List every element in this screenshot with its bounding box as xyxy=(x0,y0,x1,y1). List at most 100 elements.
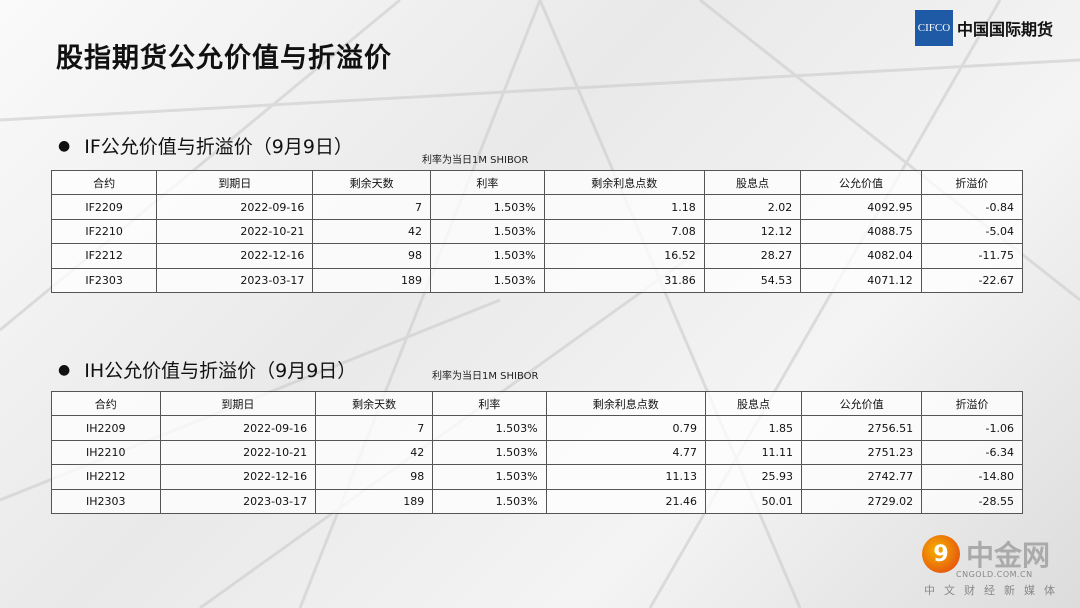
table-cell: 0.79 xyxy=(545,415,707,441)
table-cell: IH2210 xyxy=(51,439,161,466)
column-header: 股息点 xyxy=(703,169,802,196)
table-row: IH2303 2023-03-17 189 1.503% 21.46 50.01 2729.… xyxy=(51,488,1023,514)
column-header: 合约 xyxy=(50,169,158,196)
table-cell: 31.86 xyxy=(543,267,705,293)
column-header: 剩余天数 xyxy=(315,390,434,417)
table-row: IF2209 2022-09-16 7 1.503% 1.18 2.02 4092.95 -0… xyxy=(50,194,1024,220)
table-cell: 2756.51 xyxy=(801,415,923,441)
cngold-watermark: 9 中金网 xyxy=(922,534,1050,574)
watermark-brand: 中金网 xyxy=(966,539,1051,572)
table-cell: 7 xyxy=(312,194,431,220)
table-cell: -11.75 xyxy=(920,243,1024,269)
table-cell: 98 xyxy=(315,464,434,490)
table-cell: 2022-09-16 xyxy=(159,415,317,441)
table-cell: 4082.04 xyxy=(800,243,922,269)
table-cell: 2023-03-17 xyxy=(156,267,314,293)
table-cell: IH2212 xyxy=(51,464,161,490)
ih-section-heading: ● IH公允价值与折溢价（9月9日） xyxy=(58,356,356,383)
cifco-logo: CIFCO 中国国际期货 xyxy=(915,10,1053,46)
column-header: 利率 xyxy=(432,390,547,417)
table-cell: 1.503% xyxy=(432,464,547,490)
table-cell: 7 xyxy=(315,415,434,441)
table-cell: 42 xyxy=(315,439,434,466)
table-cell: -1.06 xyxy=(921,415,1023,441)
cifco-mark: CIFCO xyxy=(915,10,953,46)
table-cell: 98 xyxy=(312,243,431,269)
table-cell: 1.85 xyxy=(704,415,803,441)
table-cell: 2023-03-17 xyxy=(159,488,317,514)
if-heading-text: IF公允价值与折溢价（9月9日） xyxy=(84,136,353,158)
table-cell: 2022-10-21 xyxy=(156,218,314,245)
table-cell: 2742.77 xyxy=(801,464,923,490)
table-row: IH2209 2022-09-16 7 1.503% 0.79 1.85 2756.51 -1… xyxy=(51,415,1023,441)
table-cell: 16.52 xyxy=(543,243,705,269)
ih-fair-value-table: 合约 到期日 剩余天数 利率 剩余利息点数 股息点 公允价值 折溢价 IH2209 2022-09… xyxy=(51,390,1023,514)
if-section-heading: ● IF公允价值与折溢价（9月9日） xyxy=(58,132,353,159)
column-header: 剩余利息点数 xyxy=(543,169,705,196)
watermark-domain: CNGOLD.COM.CN xyxy=(956,570,1033,579)
table-cell: 2022-12-16 xyxy=(159,464,317,490)
table-cell: 4092.95 xyxy=(800,194,922,220)
table-cell: IF2210 xyxy=(50,218,158,245)
table-cell: IF2209 xyxy=(50,194,158,220)
table-cell: -5.04 xyxy=(920,218,1024,245)
column-header: 剩余利息点数 xyxy=(545,390,707,417)
column-header: 剩余天数 xyxy=(312,169,431,196)
column-header: 到期日 xyxy=(156,169,314,196)
if-rate-note: 利率为当日1M SHIBOR xyxy=(422,155,529,166)
table-cell: IH2209 xyxy=(51,415,161,441)
column-header: 到期日 xyxy=(159,390,317,417)
ih-heading-text: IH公允价值与折溢价（9月9日） xyxy=(84,360,357,382)
table-cell: 2022-12-16 xyxy=(156,243,314,269)
table-cell: 54.53 xyxy=(703,267,802,293)
table-cell: 1.503% xyxy=(430,267,545,293)
table-cell: 7.08 xyxy=(543,218,705,245)
table-cell: 1.18 xyxy=(543,194,705,220)
table-header-row: 合约 到期日 剩余天数 利率 剩余利息点数 股息点 公允价值 折溢价 xyxy=(50,169,1024,196)
table-header-row: 合约 到期日 剩余天数 利率 剩余利息点数 股息点 公允价值 折溢价 xyxy=(51,390,1023,417)
column-header: 折溢价 xyxy=(920,169,1024,196)
column-header: 合约 xyxy=(51,390,161,417)
table-cell: 1.503% xyxy=(430,194,545,220)
table-cell: -0.84 xyxy=(920,194,1024,220)
column-header: 公允价值 xyxy=(800,169,922,196)
table-cell: 2751.23 xyxy=(801,439,923,466)
table-cell: 1.503% xyxy=(432,488,547,514)
if-fair-value-table: 合约 到期日 剩余天数 利率 剩余利息点数 股息点 公允价值 折溢价 IF2209 2022-09… xyxy=(50,169,1024,293)
table-cell: -22.67 xyxy=(920,267,1024,293)
table-cell: 2022-10-21 xyxy=(159,439,317,466)
ih-rate-note: 利率为当日1M SHIBOR xyxy=(432,371,539,382)
table-cell: IF2303 xyxy=(50,267,158,293)
table-cell: -14.80 xyxy=(921,464,1023,490)
table-cell: IF2212 xyxy=(50,243,158,269)
table-row: IF2212 2022-12-16 98 1.503% 16.52 28.27 4082.0… xyxy=(50,243,1024,269)
cngold-logo-icon: 9 xyxy=(922,535,960,573)
page-title: 股指期货公允价值与折溢价 xyxy=(56,43,392,74)
table-cell: 50.01 xyxy=(704,488,803,514)
column-header: 股息点 xyxy=(704,390,803,417)
table-cell: 42 xyxy=(312,218,431,245)
table-cell: 28.27 xyxy=(703,243,802,269)
column-header: 折溢价 xyxy=(921,390,1023,417)
table-cell: 12.12 xyxy=(703,218,802,245)
table-cell: 11.13 xyxy=(545,464,707,490)
table-cell: 21.46 xyxy=(545,488,707,514)
table-cell: 2729.02 xyxy=(801,488,923,514)
table-row: IF2303 2023-03-17 189 1.503% 31.86 54.53 4071.… xyxy=(50,267,1024,293)
table-cell: 1.503% xyxy=(430,218,545,245)
table-cell: 2022-09-16 xyxy=(156,194,314,220)
column-header: 利率 xyxy=(430,169,545,196)
table-row: IH2212 2022-12-16 98 1.503% 11.13 25.93 2742.7… xyxy=(51,464,1023,490)
table-cell: 189 xyxy=(315,488,434,514)
table-row: IF2210 2022-10-21 42 1.503% 7.08 12.12 4088.75… xyxy=(50,218,1024,245)
company-name: 中国国际期货 xyxy=(957,20,1054,39)
table-cell: 1.503% xyxy=(430,243,545,269)
table-cell: 4.77 xyxy=(545,439,707,466)
table-cell: -28.55 xyxy=(921,488,1023,514)
table-cell: 2.02 xyxy=(703,194,802,220)
table-cell: 1.503% xyxy=(432,439,547,466)
table-cell: 25.93 xyxy=(704,464,803,490)
table-cell: 4088.75 xyxy=(800,218,922,245)
table-cell: 189 xyxy=(312,267,431,293)
